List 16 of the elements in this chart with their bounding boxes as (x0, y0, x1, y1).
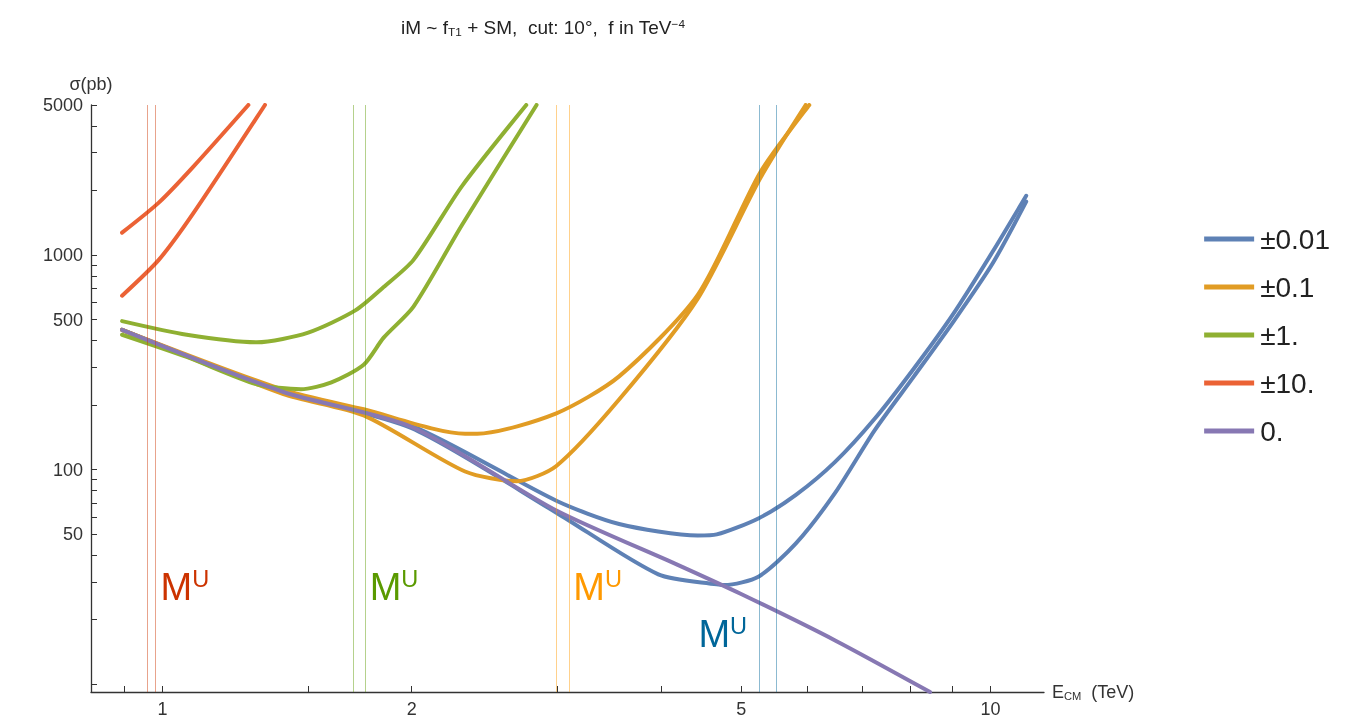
legend-label: ±1. (1260, 319, 1299, 351)
y-tick-label: 100 (52, 459, 83, 480)
legend-label: ±0.1 (1260, 271, 1315, 303)
x-tick-label: 10 (980, 699, 1001, 719)
y-axis-title: σ(pb) (69, 74, 113, 94)
y-tick-label: 500 (52, 309, 83, 330)
legend-label: ±10. (1260, 367, 1315, 399)
legend-label: ±0.01 (1260, 223, 1331, 255)
y-tick-label: 50 (62, 524, 83, 545)
x-tick-label: 1 (157, 699, 168, 719)
x-tick-label: 2 (406, 699, 417, 719)
legend-label: 0. (1260, 415, 1284, 447)
x-tick-label: 5 (736, 699, 747, 719)
y-tick-label: 1000 (42, 245, 83, 266)
y-tick-label: 5000 (42, 95, 83, 115)
x-axis-title: ECM (TeV) (1052, 682, 1135, 702)
